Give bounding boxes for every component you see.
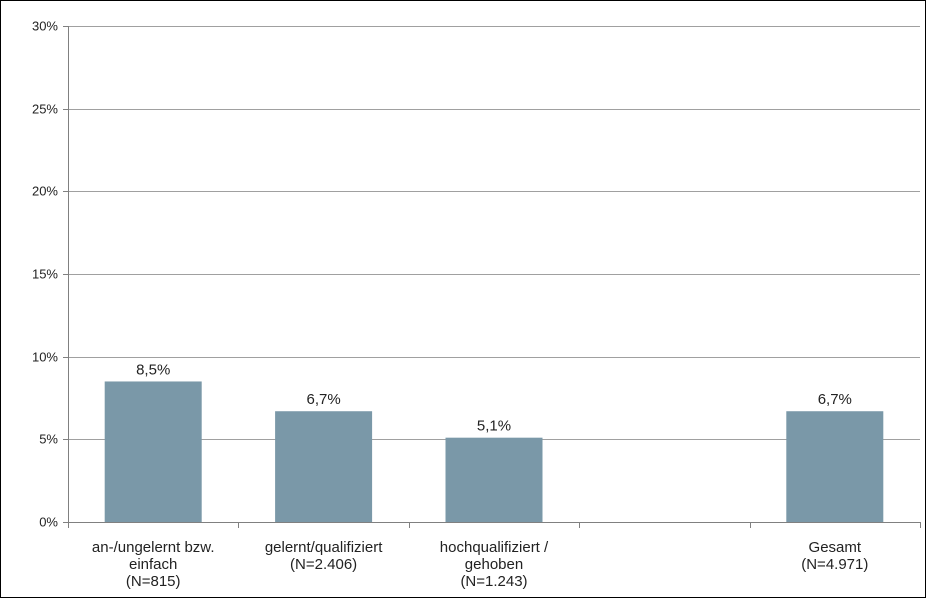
x-category-label: an-/ungelernt bzw.: [92, 539, 215, 556]
y-tick-label: 25%: [32, 102, 58, 117]
bar: [275, 411, 373, 522]
x-category-label: einfach: [129, 556, 177, 573]
data-label: 6,7%: [306, 391, 340, 408]
x-category-label: (N=1.243): [460, 573, 527, 590]
x-category-label: (N=815): [126, 573, 181, 590]
y-tick-label: 15%: [32, 267, 58, 282]
bar: [445, 437, 543, 522]
bar: [104, 381, 202, 522]
x-category-label: (N=4.971): [801, 556, 868, 573]
x-category-label: hochqualifiziert /: [440, 539, 549, 556]
x-category-label: gehoben: [465, 556, 523, 573]
y-tick-label: 30%: [32, 19, 58, 34]
data-label: 6,7%: [818, 391, 852, 408]
x-category-label: (N=2.406): [290, 556, 357, 573]
bar: [786, 411, 884, 522]
x-category-label: Gesamt: [809, 539, 862, 556]
y-tick-label: 5%: [39, 432, 58, 447]
data-label: 5,1%: [477, 418, 511, 435]
y-tick-label: 0%: [39, 515, 58, 530]
x-category-label: gelernt/qualifiziert: [265, 539, 383, 556]
y-tick-label: 20%: [32, 184, 58, 199]
y-tick-label: 10%: [32, 350, 58, 365]
data-label: 8,5%: [136, 361, 170, 378]
